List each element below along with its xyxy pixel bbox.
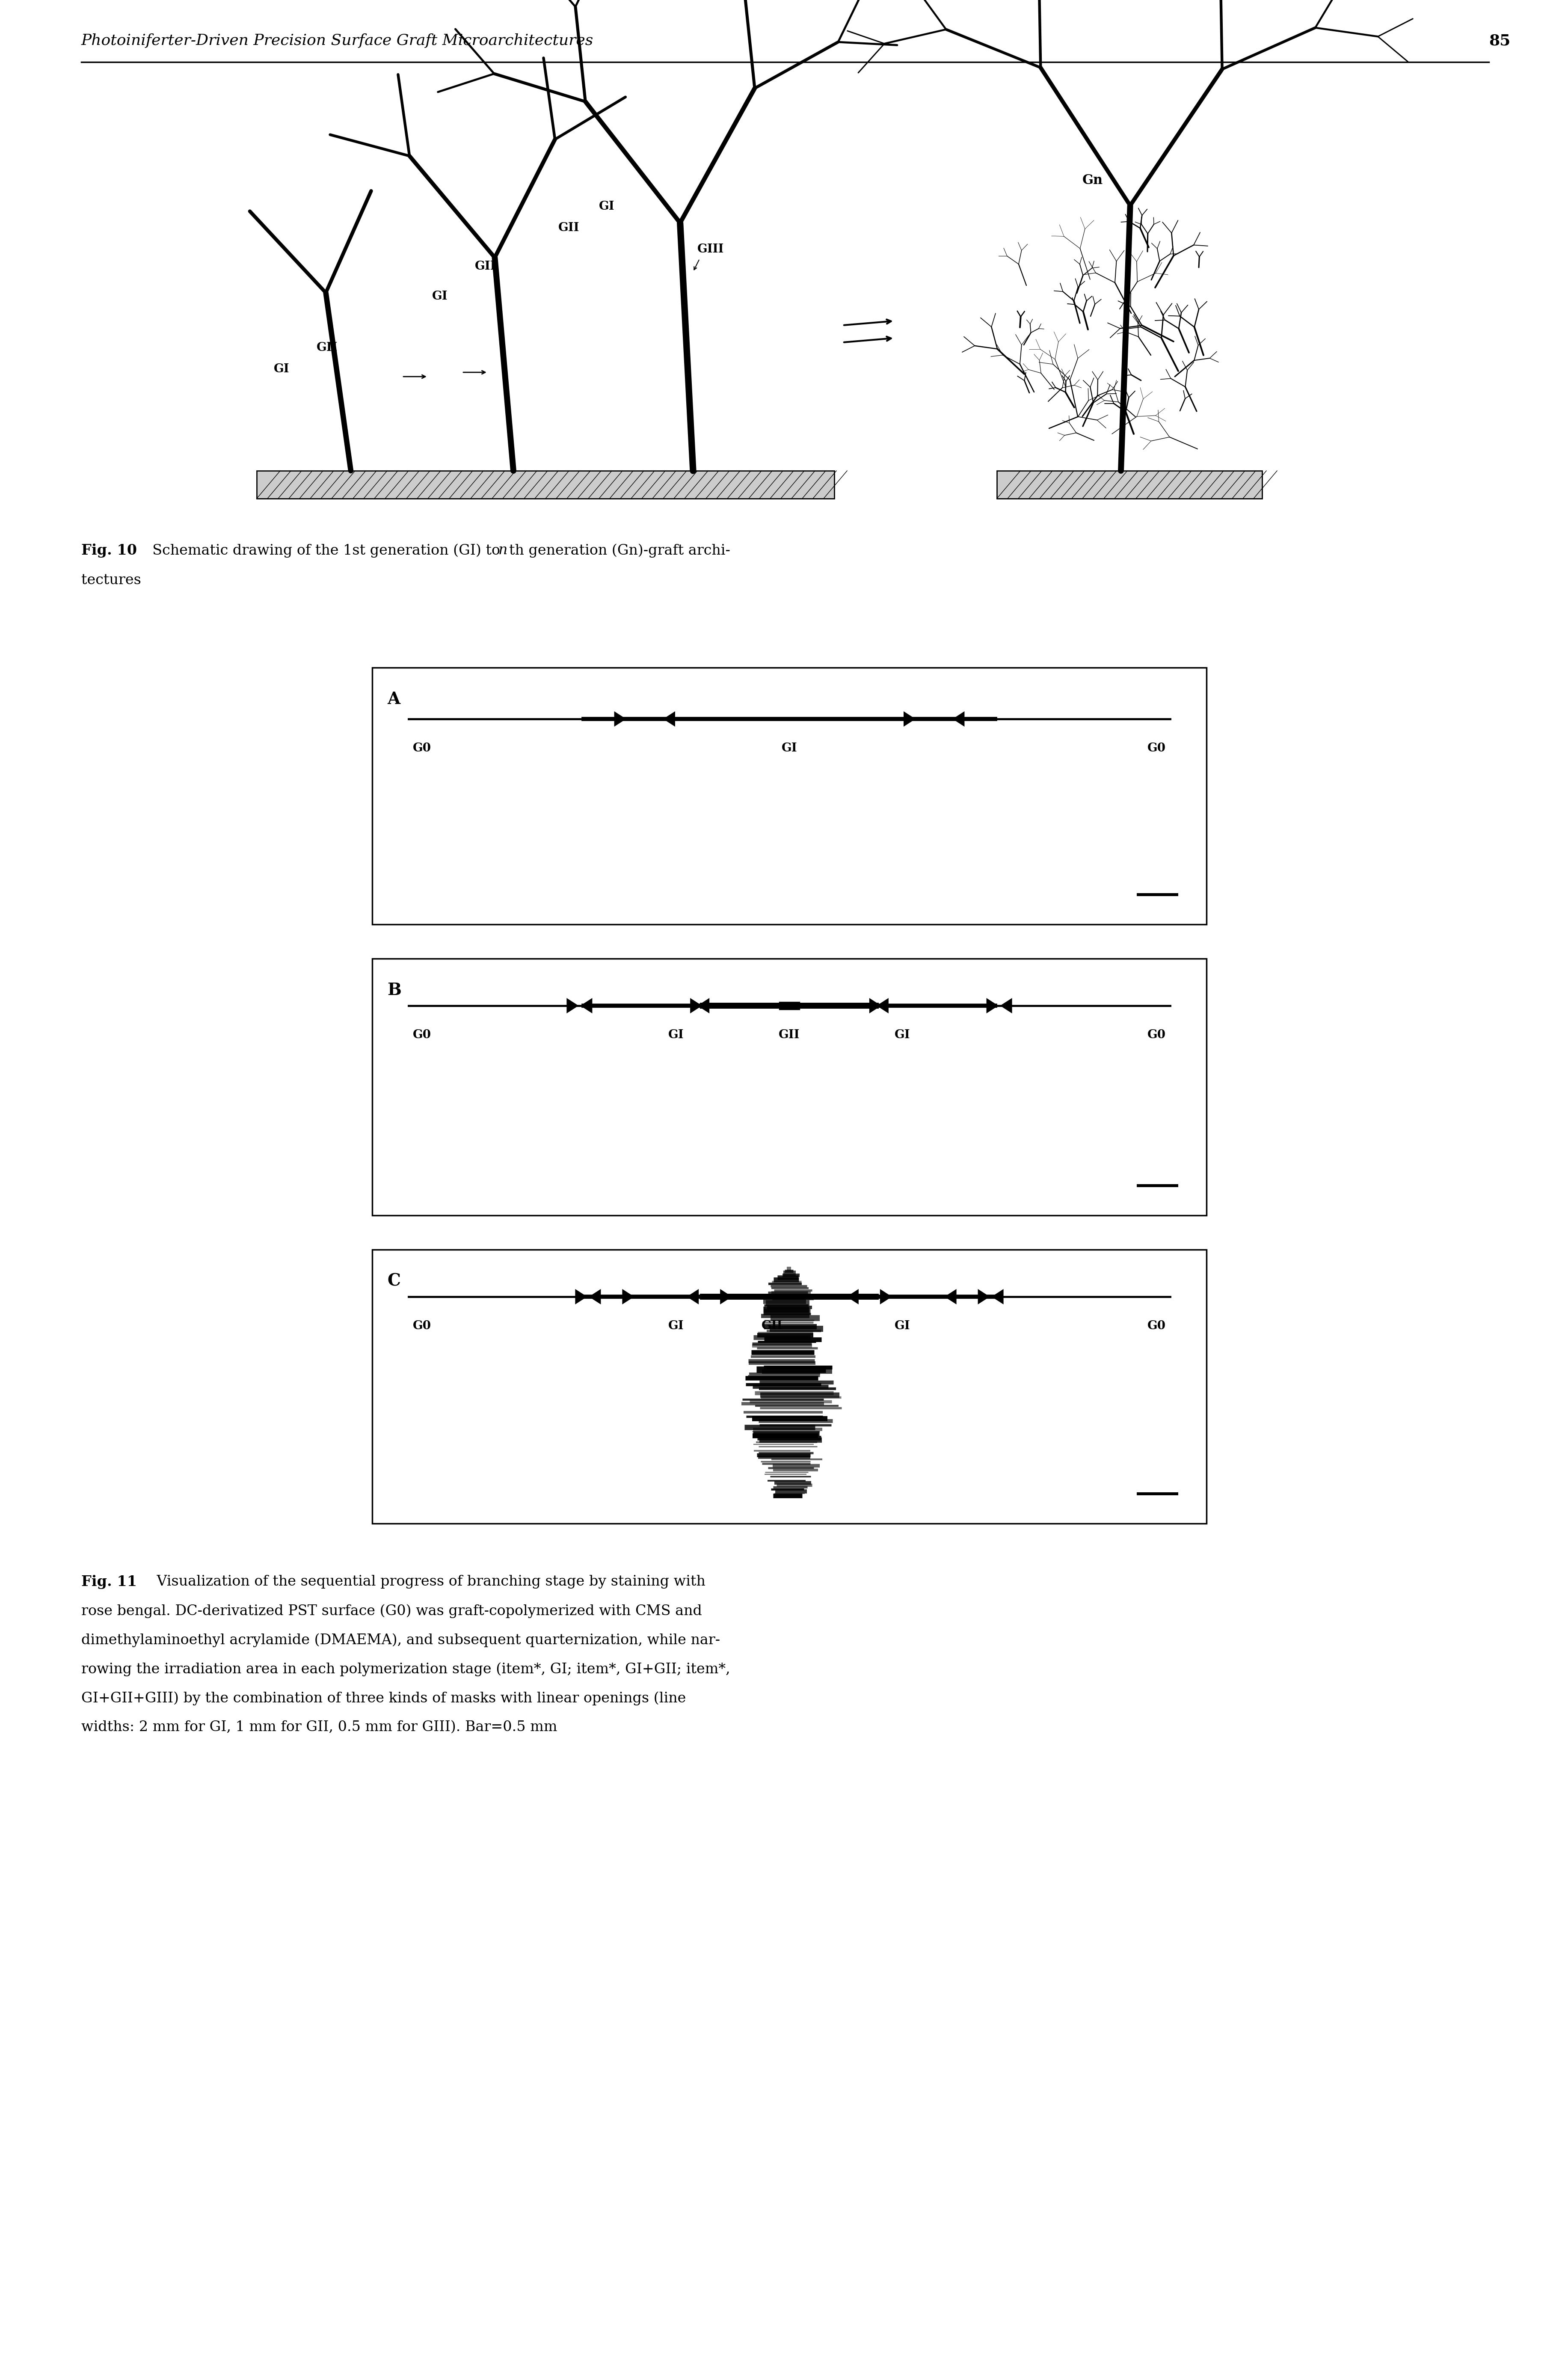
Text: G0: G0 (412, 1030, 431, 1040)
Text: GII: GII (762, 1320, 782, 1332)
Polygon shape (580, 997, 593, 1013)
Polygon shape (575, 1289, 586, 1304)
Polygon shape (1000, 997, 1011, 1013)
Polygon shape (663, 711, 674, 726)
Polygon shape (877, 997, 889, 1013)
Polygon shape (903, 711, 916, 726)
Text: GI: GI (274, 364, 290, 376)
Text: G0: G0 (1148, 1030, 1165, 1040)
Polygon shape (690, 997, 702, 1013)
Text: Schematic drawing of the 1st generation (GI) to: Schematic drawing of the 1st generation … (143, 542, 505, 557)
Text: rowing the irradiation area in each polymerization stage (item*, GI; item*, GI+G: rowing the irradiation area in each poly… (82, 1663, 731, 1677)
Polygon shape (986, 997, 999, 1013)
Text: tectures: tectures (82, 573, 141, 588)
Text: GI+GII+GIII) by the combination of three kinds of masks with linear openings (li: GI+GII+GIII) by the combination of three… (82, 1691, 685, 1706)
Text: n: n (499, 542, 508, 557)
Text: G0: G0 (1148, 1320, 1165, 1332)
Bar (257, 471, 834, 500)
Text: Fig. 10: Fig. 10 (82, 542, 136, 557)
Text: G0: G0 (412, 742, 431, 754)
Bar (372, 959, 1206, 1216)
Text: B: B (387, 983, 401, 999)
Polygon shape (615, 711, 626, 726)
Polygon shape (622, 1289, 633, 1304)
Text: G0: G0 (1148, 742, 1165, 754)
Text: widths: 2 mm for GI, 1 mm for GII, 0.5 mm for GIII). Bar=0.5 mm: widths: 2 mm for GI, 1 mm for GII, 0.5 m… (82, 1720, 557, 1734)
Text: G0: G0 (412, 1320, 431, 1332)
Bar (372, 668, 1206, 925)
Polygon shape (588, 1289, 601, 1304)
Text: GII: GII (317, 343, 337, 354)
Text: C: C (387, 1273, 400, 1289)
Text: GII: GII (475, 262, 495, 271)
Polygon shape (944, 1289, 956, 1304)
Text: Gn: Gn (1082, 174, 1102, 188)
Polygon shape (566, 997, 579, 1013)
Polygon shape (869, 997, 881, 1013)
Polygon shape (991, 1289, 1004, 1304)
Text: dimethylaminoethyl acrylamide (DMAEMA), and subsequent quarternization, while na: dimethylaminoethyl acrylamide (DMAEMA), … (82, 1632, 720, 1646)
Text: GI: GI (668, 1320, 684, 1332)
Text: GII: GII (779, 1030, 800, 1040)
Text: Fig. 11: Fig. 11 (82, 1575, 136, 1589)
Polygon shape (977, 1289, 989, 1304)
Text: A: A (387, 692, 400, 707)
Text: GI: GI (894, 1320, 909, 1332)
Text: 85: 85 (1488, 33, 1510, 48)
Bar (997, 471, 1262, 500)
Polygon shape (720, 1289, 732, 1304)
Bar (372, 1249, 1206, 1523)
Text: GI: GI (894, 1030, 909, 1040)
Text: GI: GI (781, 742, 797, 754)
Text: GIII: GIII (698, 243, 724, 255)
Text: rose bengal. DC-derivatized PST surface (G0) was graft-copolymerized with CMS an: rose bengal. DC-derivatized PST surface … (82, 1603, 702, 1618)
Polygon shape (847, 1289, 858, 1304)
Polygon shape (698, 997, 709, 1013)
Text: GI: GI (599, 200, 615, 212)
Polygon shape (952, 711, 964, 726)
Text: th generation (Gn)-graft archi-: th generation (Gn)-graft archi- (510, 542, 731, 557)
Text: GI: GI (433, 290, 447, 302)
Polygon shape (687, 1289, 698, 1304)
Text: GI: GI (668, 1030, 684, 1040)
Text: Photoiniferter-Driven Precision Surface Graft Microarchitectures: Photoiniferter-Driven Precision Surface … (82, 33, 593, 48)
Polygon shape (880, 1289, 892, 1304)
Text: GII: GII (558, 221, 579, 233)
Text: Visualization of the sequential progress of branching stage by staining with: Visualization of the sequential progress… (147, 1575, 706, 1589)
